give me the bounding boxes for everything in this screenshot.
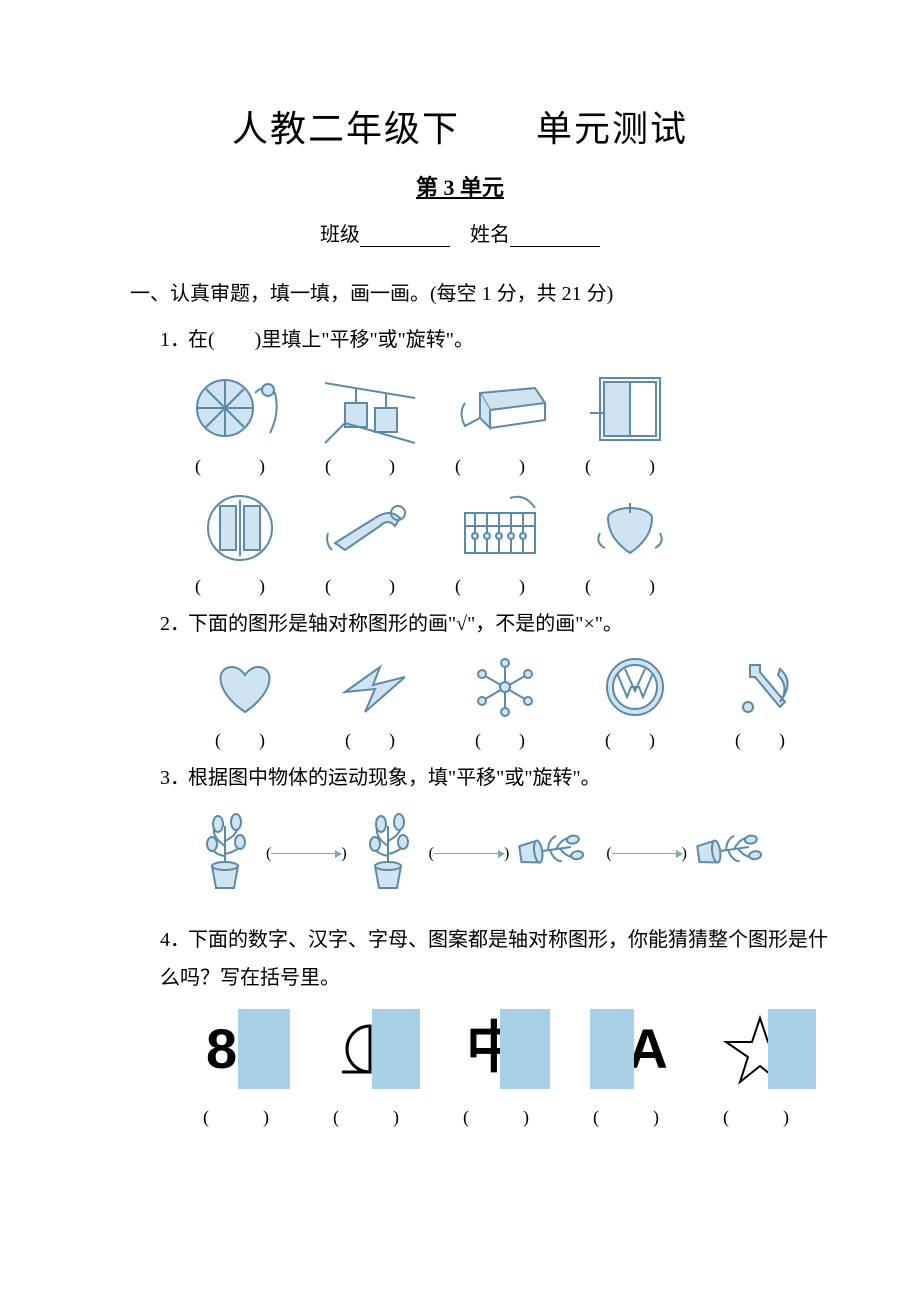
q4-item-2 [330,1009,420,1089]
q2-item-heart: ( ) [200,652,290,752]
arrow-icon-3 [612,853,682,854]
question-3: 3．根据图中物体的运动现象，填"平移"或"旋转"。 [160,762,830,794]
class-label: 班级 [320,224,360,246]
page-subtitle: 第 3 单元 [90,170,830,202]
plant-upright-icon-2 [353,806,423,901]
q4-text: 下面的数字、汉字、字母、图案都是轴对称图形，你能猜猜整个图形是什么吗？写在括号里… [160,929,828,989]
q3-gap-1[interactable]: ( ) [266,845,347,863]
q1-paren-2[interactable]: ( ) [325,452,415,478]
q2-paren-2[interactable]: ( ) [345,726,405,752]
q1-paren-4[interactable]: ( ) [585,452,675,478]
q1-paren-3[interactable]: ( ) [455,452,545,478]
question-1: 1．在( )里填上"平移"或"旋转"。 [160,324,830,356]
q1-item-window: ( ) [580,368,680,478]
q4-number: 4． [160,921,188,959]
q4-paren-5[interactable]: ( ) [720,1103,810,1129]
question-2: 2．下面的图形是轴对称图形的画"√"，不是的画"×"。 [160,608,830,640]
spinning-top-icon [580,488,680,568]
name-label: 姓名 [470,224,510,246]
class-blank[interactable] [360,227,450,247]
q2-row: ( ) ( ) ( [200,652,830,752]
q2-item-lightning: ( ) [330,652,420,752]
name-blank[interactable] [510,227,600,247]
question-4: 4．下面的数字、汉字、字母、图案都是轴对称图形，你能猜猜整个图形是什么吗？写在括… [160,921,830,997]
q4-paren-3[interactable]: ( ) [460,1103,550,1129]
q1-item-top: ( ) [580,488,680,598]
q1-item-fan: ( ) [190,368,290,478]
q1-text: 在( )里填上"平移"或"旋转"。 [188,329,474,351]
q1-paren-7[interactable]: ( ) [455,572,545,598]
cover-3 [500,1009,550,1089]
arrow-icon [271,853,341,854]
plant-tipped-icon [515,816,600,891]
sliding-window-icon [580,368,680,448]
page-title: 人教二年级下 单元测试 [90,100,830,152]
q4-row: 8 中 A [200,1009,830,1089]
cover-1 [238,1009,290,1089]
q3-number: 3． [160,762,188,794]
q4-item-4: A [590,1009,680,1089]
plant-upright-icon [190,806,260,901]
q1-item-wrench: ( ) [320,488,420,598]
q1-paren-1[interactable]: ( ) [195,452,285,478]
q2-item-snowflake: ( ) [460,652,550,752]
q2-text: 下面的图形是轴对称图形的画"√"，不是的画"×"。 [188,613,623,635]
q1-paren-6[interactable]: ( ) [325,572,415,598]
q4-item-3: 中 [460,1009,550,1089]
fan-wheel-icon [190,368,290,448]
plant-tipped-icon-2 [693,816,778,891]
q3-gap-2[interactable]: ( ) [429,845,510,863]
q4-paren-1[interactable]: ( ) [200,1103,290,1129]
q1-number: 1． [160,324,188,356]
q4-item-1: 8 [200,1009,290,1089]
q1-item-door: ( ) [190,488,290,598]
q1-paren-5[interactable]: ( ) [195,572,285,598]
q3-text: 根据图中物体的运动现象，填"平移"或"旋转"。 [188,767,601,789]
arrow-icon-2 [434,853,504,854]
q4-item-5 [720,1009,810,1089]
q2-item-hammer: ( ) [720,652,810,752]
q1-row-2: ( ) ( ) [190,488,830,598]
q2-paren-4[interactable]: ( ) [605,726,665,752]
q2-item-vw: ( ) [590,652,680,752]
q4-paren-2[interactable]: ( ) [330,1103,420,1129]
q1-row-1: ( ) ( ) ( ) [190,368,830,478]
q1-item-abacus: ( ) [450,488,550,598]
cover-2 [372,1009,420,1089]
section-1-heading: 一、认真审题，填一填，画一画。(每空 1 分，共 21 分) [130,277,830,306]
q2-number: 2． [160,608,188,640]
q2-paren-5[interactable]: ( ) [735,726,795,752]
q3-flow: ( ) ( ) ( ) [190,806,830,901]
q4-paren-row: ( ) ( ) ( ) ( ) ( ) [200,1103,830,1129]
q2-paren-1[interactable]: ( ) [215,726,275,752]
q2-paren-3[interactable]: ( ) [475,726,535,752]
abacus-icon [450,488,550,568]
cover-5 [768,1009,816,1089]
heart-icon [200,652,290,722]
vw-logo-icon [590,652,680,722]
q1-item-cable: ( ) [320,368,420,478]
revolving-door-icon [190,488,290,568]
q1-item-drawer: ( ) [450,368,550,478]
lightning-icon [330,652,420,722]
q4-paren-4[interactable]: ( ) [590,1103,680,1129]
cover-4 [590,1009,634,1089]
drawer-icon [450,368,550,448]
hammer-sickle-icon [720,652,810,722]
name-class-line: 班级 姓名 [90,218,830,247]
glyph-8: 8 [206,1021,237,1077]
q1-paren-8[interactable]: ( ) [585,572,675,598]
snowflake-icon [460,652,550,722]
cable-car-icon [320,368,420,448]
q3-gap-3[interactable]: ( ) [606,845,687,863]
wrench-icon [320,488,420,568]
